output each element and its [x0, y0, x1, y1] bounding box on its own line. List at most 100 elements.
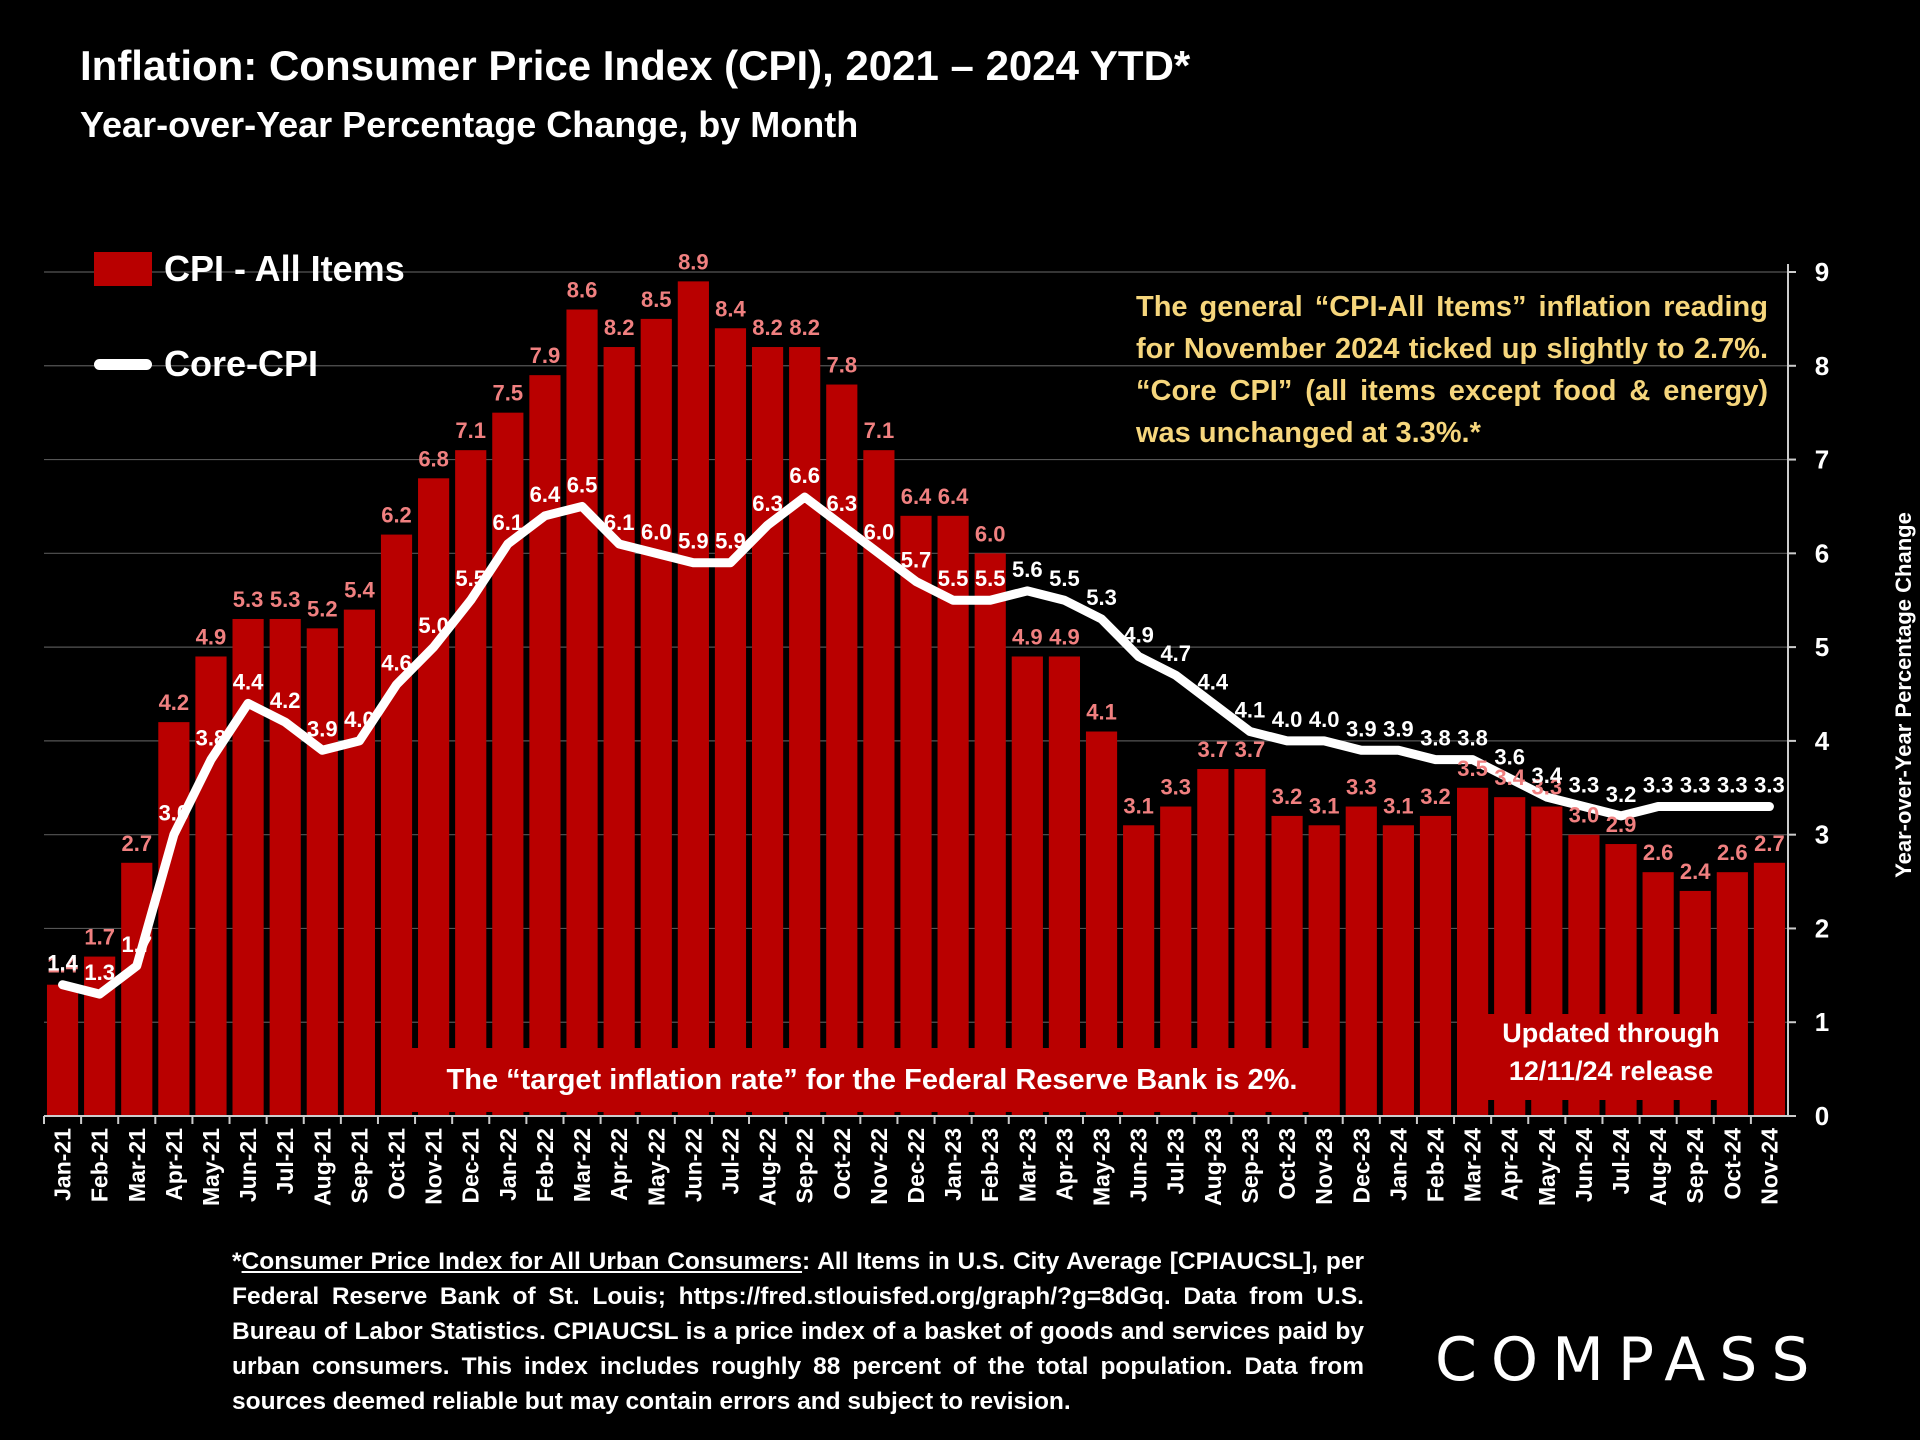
x-tick-label: Feb-24	[1422, 1128, 1448, 1202]
x-tick-label: Mar-23	[1014, 1128, 1040, 1202]
core-cpi-data-label: 5.3	[1086, 585, 1117, 610]
cpi-data-label: 6.2	[381, 503, 412, 528]
cpi-data-label: 3.2	[1272, 784, 1303, 809]
x-tick-label: Sep-21	[346, 1128, 372, 1204]
core-cpi-data-label: 3.3	[1754, 773, 1785, 798]
cpi-data-label: 4.9	[1012, 624, 1043, 649]
cpi-data-label: 5.3	[270, 587, 301, 612]
core-cpi-data-label: 4.9	[1123, 622, 1154, 647]
cpi-data-label: 5.2	[307, 596, 338, 621]
x-tick-label: Aug-22	[755, 1128, 781, 1206]
x-tick-label: Jul-24	[1608, 1128, 1634, 1195]
cpi-data-label: 6.4	[938, 484, 969, 509]
core-cpi-data-label: 6.1	[493, 510, 524, 535]
x-tick-label: Aug-21	[309, 1128, 335, 1206]
x-tick-label: Oct-23	[1274, 1128, 1300, 1200]
core-cpi-data-label: 5.5	[938, 566, 969, 591]
x-tick-label: Nov-23	[1311, 1128, 1337, 1205]
cpi-bar	[492, 412, 524, 1117]
cpi-data-label: 6.0	[975, 521, 1006, 546]
x-tick-label: Apr-21	[161, 1128, 187, 1201]
core-cpi-data-label: 6.1	[604, 510, 635, 535]
cpi-data-label: 1.4	[47, 953, 78, 978]
cpi-data-label: 2.4	[1680, 859, 1711, 884]
x-tick-label: May-21	[198, 1128, 224, 1206]
core-cpi-data-label: 3.9	[307, 716, 338, 741]
y-tick-label: 7	[1815, 445, 1829, 475]
x-tick-label: Oct-22	[829, 1128, 855, 1200]
core-cpi-data-label: 4.4	[233, 669, 264, 694]
x-tick-label: Mar-21	[124, 1128, 150, 1202]
core-cpi-data-label: 5.5	[455, 566, 486, 591]
x-tick-label: Apr-24	[1497, 1128, 1523, 1201]
cpi-data-label: 2.7	[1754, 831, 1785, 856]
y-tick-label: 6	[1815, 538, 1829, 568]
x-tick-label: May-24	[1534, 1128, 1560, 1206]
cpi-data-label: 3.0	[1569, 803, 1600, 828]
cpi-bar	[269, 618, 301, 1116]
core-cpi-data-label: 3.8	[1420, 726, 1451, 751]
cpi-bar	[1048, 656, 1081, 1116]
x-tick-label: Apr-23	[1051, 1128, 1077, 1201]
x-tick-label: Jan-23	[940, 1128, 966, 1201]
core-cpi-data-label: 3.9	[1383, 716, 1414, 741]
core-cpi-data-label: 3.8	[196, 726, 227, 751]
x-tick-label: Dec-22	[903, 1128, 929, 1203]
core-cpi-data-label: 6.0	[864, 519, 895, 544]
core-cpi-data-label: 3.9	[1346, 716, 1377, 741]
cpi-bar	[418, 478, 450, 1116]
cpi-data-label: 4.2	[159, 690, 190, 715]
core-cpi-data-label: 3.4	[1532, 763, 1563, 788]
cpi-data-label: 8.9	[678, 249, 709, 274]
x-tick-label: Sep-23	[1237, 1128, 1263, 1203]
cpi-data-label: 3.1	[1123, 793, 1154, 818]
cpi-data-label: 8.6	[567, 278, 598, 303]
cpi-data-label: 5.4	[344, 578, 375, 603]
cpi-bar	[195, 656, 227, 1116]
x-tick-label: Mar-22	[569, 1128, 595, 1202]
x-tick-label: Nov-21	[421, 1128, 447, 1205]
core-cpi-data-label: 3.2	[1606, 782, 1637, 807]
x-tick-label: Apr-22	[606, 1128, 632, 1201]
cpi-data-label: 8.2	[789, 315, 820, 340]
x-tick-label: Jan-24	[1385, 1128, 1411, 1201]
core-cpi-data-label: 1.4	[47, 951, 78, 976]
x-tick-label: Sep-22	[792, 1128, 818, 1203]
cpi-data-label: 4.9	[1049, 624, 1080, 649]
cpi-data-label: 3.7	[1198, 737, 1229, 762]
cpi-data-label: 3.2	[1420, 784, 1451, 809]
core-cpi-data-label: 3.6	[1494, 744, 1525, 769]
x-tick-label: Dec-21	[458, 1128, 484, 1204]
x-tick-label: Nov-24	[1756, 1128, 1782, 1205]
cpi-data-label: 4.1	[1086, 700, 1117, 725]
y-tick-label: 1	[1815, 1007, 1829, 1037]
cpi-bar	[1382, 825, 1414, 1116]
core-cpi-data-label: 6.3	[752, 491, 783, 516]
cpi-bar	[455, 450, 487, 1117]
x-tick-label: May-23	[1089, 1128, 1115, 1206]
x-tick-label: Feb-22	[532, 1128, 558, 1202]
core-cpi-data-label: 5.6	[1012, 557, 1043, 582]
cpi-bar	[1457, 787, 1489, 1116]
cpi-data-label: 3.3	[1532, 775, 1563, 800]
y-axis-title: Year-over-Year Percentage Change	[1891, 512, 1916, 878]
cpi-bar	[306, 628, 338, 1116]
updated-line-2: 12/11/24 release	[1508, 1056, 1714, 1086]
legend-cpi-all-items: CPI - All Items	[94, 248, 405, 290]
y-tick-label: 4	[1815, 726, 1830, 756]
cpi-data-label: 7.9	[530, 343, 561, 368]
y-tick-label: 3	[1815, 820, 1829, 850]
cpi-bar	[529, 375, 561, 1117]
cpi-data-label: 3.1	[1309, 793, 1340, 818]
cpi-bar	[974, 553, 1006, 1116]
core-cpi-data-label: 5.7	[901, 547, 932, 572]
cpi-bar	[789, 347, 821, 1116]
cpi-data-label: 1.7	[84, 925, 115, 950]
x-tick-label: Jul-22	[717, 1128, 743, 1194]
cpi-data-label: 3.3	[1160, 775, 1191, 800]
cpi-data-label: 7.8	[826, 353, 857, 378]
cpi-data-label: 2.7	[121, 831, 152, 856]
x-tick-label: Jul-21	[272, 1128, 298, 1195]
core-cpi-labels: 1.4 1.31.73.03.84.44.23.9 4.04.65.05.56.16…	[47, 463, 1784, 985]
